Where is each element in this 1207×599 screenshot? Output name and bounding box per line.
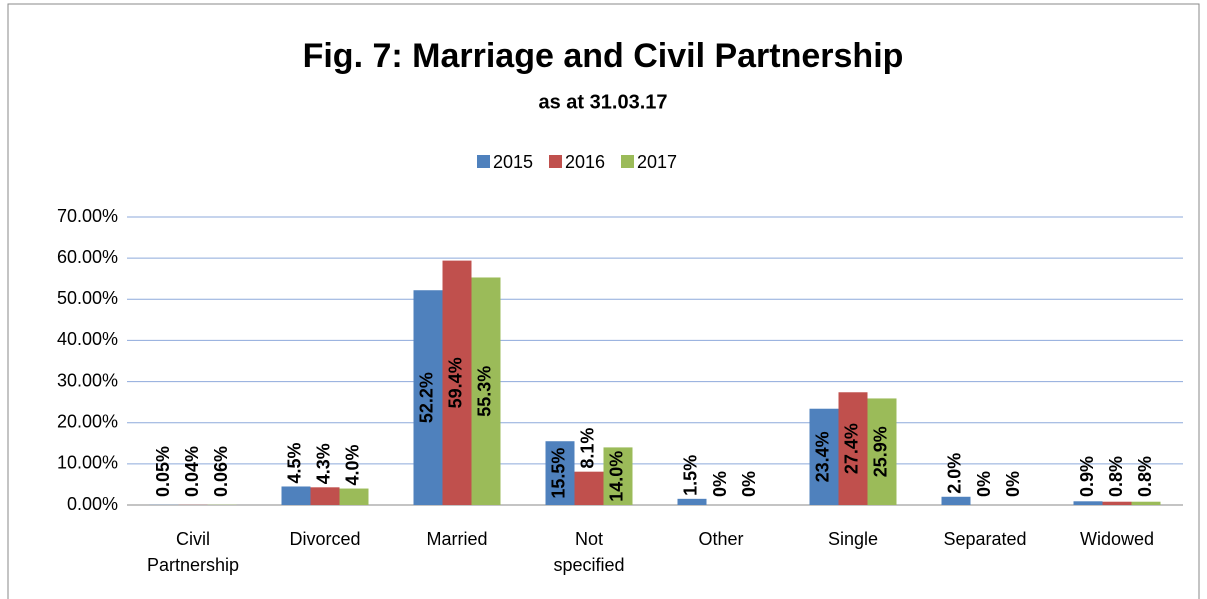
data-label: 14.0% — [607, 451, 627, 502]
data-label: 25.9% — [871, 426, 891, 477]
data-label: 52.2% — [417, 372, 437, 423]
y-tick-label: 40.00% — [57, 329, 118, 349]
legend-swatch — [621, 155, 634, 168]
x-tick-label: Divorced — [289, 529, 360, 549]
data-label: 8.1% — [578, 428, 598, 469]
bar — [677, 498, 707, 505]
bar — [1073, 501, 1103, 505]
y-tick-label: 20.00% — [57, 411, 118, 431]
data-label: 4.3% — [314, 443, 334, 484]
data-label: 0.8% — [1135, 456, 1155, 497]
y-tick-label: 60.00% — [57, 247, 118, 267]
bar — [809, 408, 839, 505]
bar — [838, 392, 868, 505]
data-label: 0.9% — [1077, 456, 1097, 497]
bar — [413, 290, 443, 505]
chart-subtitle: as at 31.03.17 — [539, 91, 668, 113]
data-label: 0% — [1003, 471, 1023, 497]
bar — [574, 471, 604, 505]
x-tick-label: Widowed — [1080, 529, 1154, 549]
data-label: 0.04% — [182, 446, 202, 497]
bar — [867, 398, 897, 505]
x-tick-label: Other — [698, 529, 743, 549]
data-label: 0.05% — [153, 446, 173, 497]
data-label: 59.4% — [446, 357, 466, 408]
data-label: 0% — [710, 471, 730, 497]
data-label: 0% — [974, 471, 994, 497]
data-label: 4.0% — [343, 445, 363, 486]
y-tick-label: 30.00% — [57, 370, 118, 390]
data-label: 2.0% — [945, 453, 965, 494]
data-label: 0.06% — [211, 446, 231, 497]
data-label: 0.8% — [1106, 456, 1126, 497]
legend-label: 2017 — [637, 152, 677, 172]
x-tick-label: Separated — [943, 529, 1026, 549]
legend-swatch — [477, 155, 490, 168]
chart-frame — [7, 3, 1200, 599]
bar — [442, 260, 472, 505]
x-tick-label: Married — [426, 529, 487, 549]
y-tick-label: 0.00% — [67, 494, 118, 514]
bar — [339, 488, 369, 505]
x-tick-label: Civil Partnership — [147, 529, 239, 575]
bar — [1131, 501, 1161, 505]
chart-title: Fig. 7: Marriage and Civil Partnership — [303, 37, 904, 75]
data-label: 23.4% — [813, 431, 833, 482]
bar — [1102, 501, 1132, 505]
bar — [941, 496, 971, 505]
y-tick-label: 70.00% — [57, 206, 118, 226]
legend-label: 2016 — [565, 152, 605, 172]
data-label: 27.4% — [842, 423, 862, 474]
y-tick-label: 10.00% — [57, 453, 118, 473]
data-label: 4.5% — [285, 442, 305, 483]
x-tick-label: Single — [828, 529, 878, 549]
bar — [545, 441, 575, 505]
data-label: 1.5% — [681, 455, 701, 496]
legend-label: 2015 — [493, 152, 533, 172]
bar — [310, 487, 340, 505]
y-tick-label: 50.00% — [57, 288, 118, 308]
data-label: 0% — [739, 471, 759, 497]
bar — [281, 486, 311, 505]
bar — [603, 447, 633, 505]
data-label: 55.3% — [475, 366, 495, 417]
data-label: 15.5% — [549, 448, 569, 499]
bar — [471, 277, 501, 505]
x-tick-label: Not specified — [553, 529, 624, 575]
legend-swatch — [549, 155, 562, 168]
